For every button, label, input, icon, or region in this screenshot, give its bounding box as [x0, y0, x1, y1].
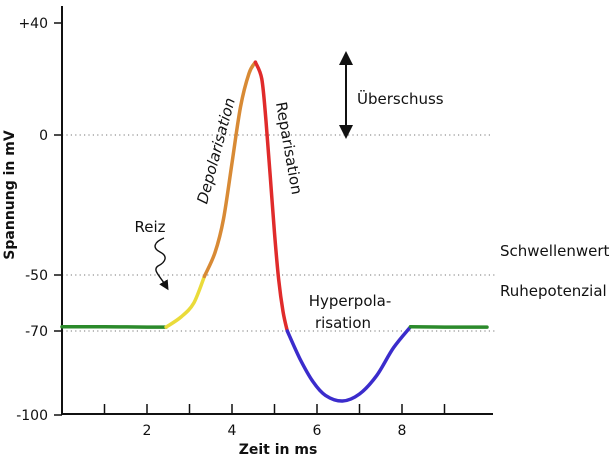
annotation-reiz: Reiz	[134, 218, 165, 236]
x-tick-label: 6	[313, 423, 322, 439]
x-tick-label: 2	[143, 423, 152, 439]
curve-segment-4	[253, 60, 290, 333]
annotation-schwellenwert: Schwellenwert	[500, 242, 610, 260]
annotation-repolarisation: Reparisation	[272, 100, 306, 195]
annotation-hyperpolarisation-line2: risation	[315, 314, 371, 332]
annotation-ueberschuss: Überschuss	[357, 89, 444, 108]
x-tick-label: 4	[228, 423, 237, 439]
curve-segment-2	[164, 274, 207, 329]
y-tick-label: 0	[39, 128, 48, 144]
annotation-hyperpolarisation-line1: Hyperpola-	[309, 292, 392, 310]
curve-segment-3	[202, 60, 258, 279]
x-axis-title: Zeit in ms	[239, 442, 318, 458]
annotation-ruhepotenzial: Ruhepotenzial	[500, 282, 607, 300]
curve-segment-5	[285, 325, 413, 403]
y-axis-title: Spannung in mV	[2, 130, 18, 260]
y-tick-label: -100	[16, 408, 48, 424]
x-tick-label: 8	[398, 423, 407, 439]
y-tick-label: -70	[25, 324, 48, 340]
y-tick-label: +40	[18, 16, 48, 32]
y-tick-label: -50	[25, 268, 48, 284]
reiz-squiggle-arrow	[154, 237, 169, 291]
